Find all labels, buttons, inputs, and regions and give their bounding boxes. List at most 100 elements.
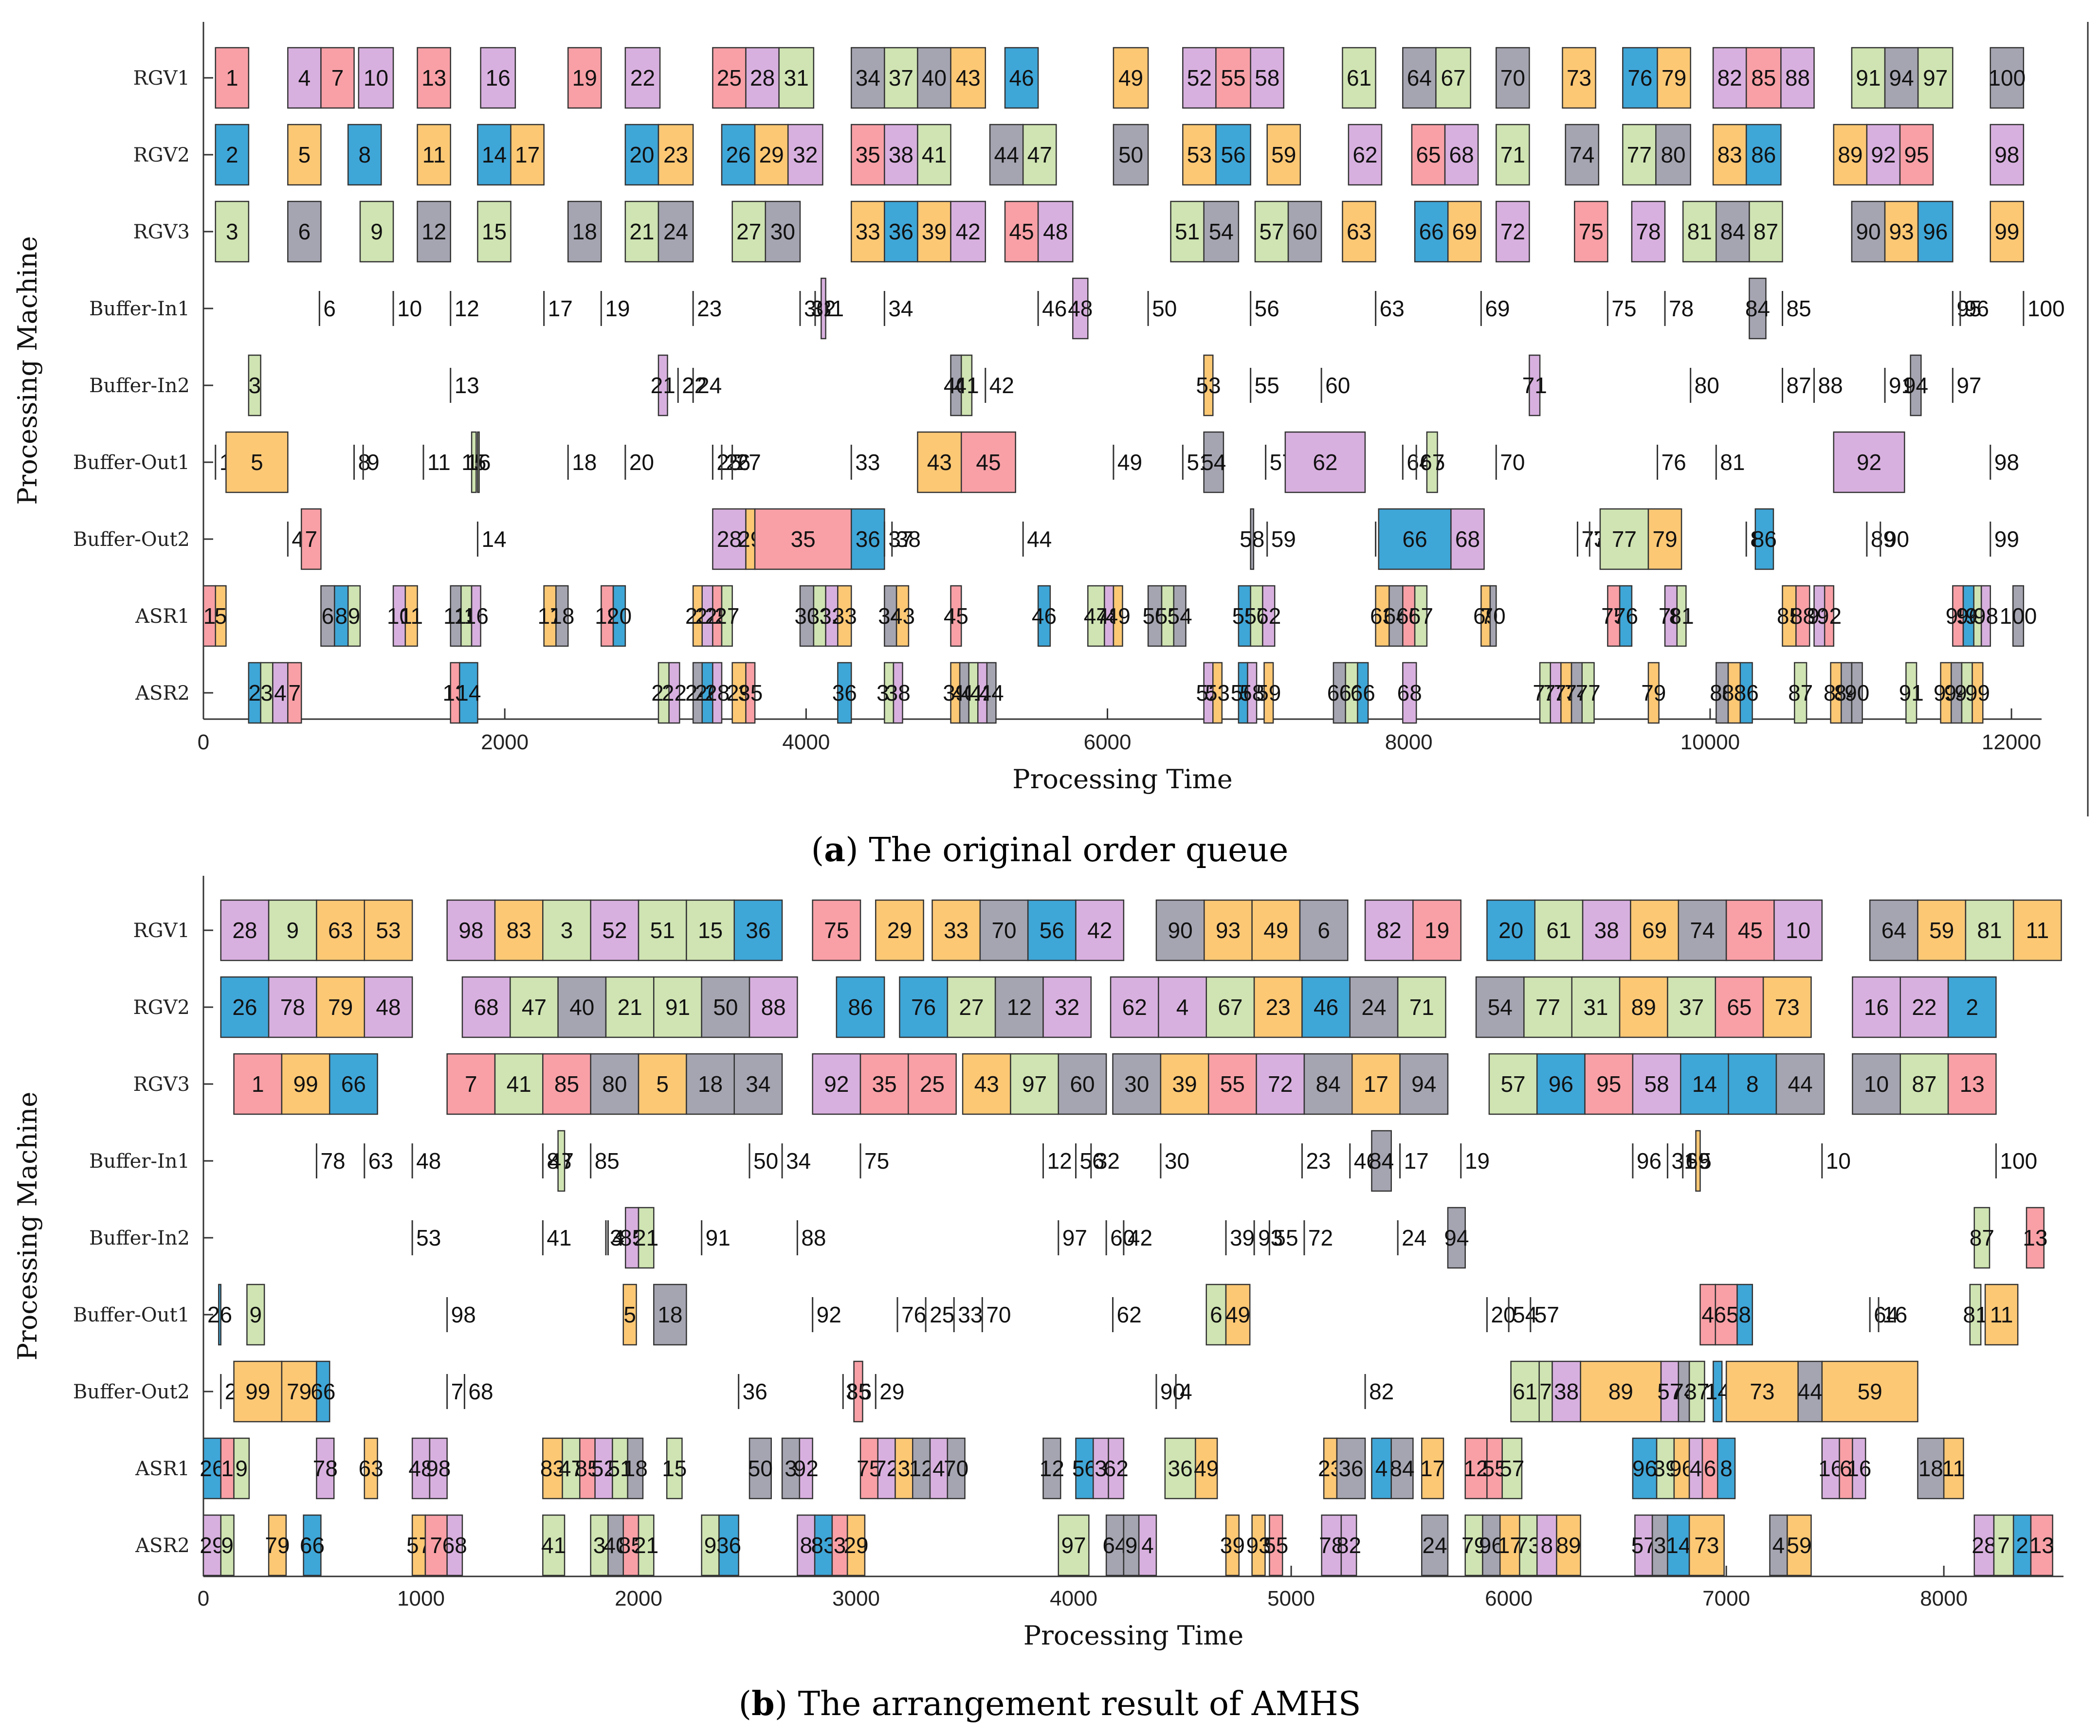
task-label: 99 [1965,680,1990,705]
task-label: 63 [359,1456,383,1481]
task-label: 19 [605,296,630,321]
task-bar [542,1053,591,1115]
task-bar [1536,1053,1586,1115]
task-label: 68 [1449,142,1474,167]
task-label: 84 [1315,1071,1340,1097]
task-bar [1688,1360,1705,1423]
task-label: 59 [1929,918,1954,943]
task-label: 53 [1187,142,1212,167]
task-label: 85 [1751,65,1776,90]
task-label: 88 [1785,65,1810,90]
task-bar [745,662,756,724]
task-label: 81 [1720,450,1745,475]
task-label: 23 [1306,1148,1331,1174]
machine-label: Buffer-In2 [89,375,190,397]
task-label: 32 [1055,995,1079,1020]
task-bar [1851,200,1886,263]
task-label: 88 [1790,603,1815,629]
task-label: 49 [1263,918,1288,943]
task-bar [1345,662,1358,724]
task-bar [202,585,217,647]
task-label: 27 [736,450,761,475]
task-label: 37 [1684,1379,1709,1404]
task-bar [248,354,261,416]
task-bar [979,899,1029,961]
task-bar [1581,662,1595,724]
task-label: 96 [1549,1071,1573,1097]
task-label: 16 [486,65,511,90]
task-bar [459,662,478,724]
task-bar [1225,1284,1251,1346]
task-bar [754,124,789,186]
task-bar [404,585,418,647]
task-label: 49 [1225,1302,1250,1327]
task-label: 91 [1899,680,1924,705]
task-label: 84 [1389,1456,1414,1481]
task-bar [989,124,1024,186]
task-bar [1489,585,1497,647]
task-label: 47 [549,1148,574,1174]
task-label: 94 [1889,65,1914,90]
task-label: 27 [959,995,984,1020]
machine-label: ASR1 [135,605,190,628]
task-bar [1371,1130,1392,1192]
task-bar [477,124,511,186]
task-bar [1973,1207,1990,1269]
task-label: 10 [1864,1071,1889,1097]
task-label: 99 [293,1071,318,1097]
task-label: 36 [743,1379,767,1404]
task-label: 97 [1061,1533,1086,1558]
task-label: 54 [1488,995,1513,1020]
task-label: 75 [864,1148,889,1174]
x-tick-label: 0 [198,730,209,754]
task-label: 41 [507,1071,531,1097]
task-label: 98 [458,918,483,943]
task-bar [1899,1053,1949,1115]
task-bar [1155,899,1205,961]
task-bar [605,976,655,1038]
task-label: 11 [1942,1456,1965,1481]
task-bar [893,662,903,724]
task-label: 28 [750,65,775,90]
task-bar [884,585,897,647]
task-label: 98 [426,1456,451,1481]
task-bar [1660,1360,1680,1423]
task-bar [1655,124,1691,186]
x-tick-label: 4000 [1050,1587,1097,1610]
task-label: 25 [717,65,742,90]
task-bar [567,47,602,109]
task-label: 4 [1375,1456,1388,1481]
task-bar [1965,899,2014,961]
task-label: 79 [287,1379,311,1404]
task-label: 36 [856,526,880,552]
x-tick-label: 0 [198,1587,209,1610]
task-label: 1 [203,603,216,629]
task-bar [1421,1514,1449,1576]
task-bar [364,899,413,961]
task-label: 59 [1858,1379,1882,1404]
task-label: 70 [1500,450,1525,475]
task-bar [1574,200,1608,263]
task-bar [1947,1053,1997,1115]
task-label: 74 [1570,142,1594,167]
task-bar [1582,899,1631,961]
task-label: 64 [1881,918,1906,943]
task-bar [1037,200,1074,263]
task-bar [287,662,302,724]
task-bar [612,585,626,647]
task-bar [1990,124,2025,186]
task-bar [1426,431,1438,493]
task-label: 3 [260,680,273,705]
task-label: 79 [265,1533,290,1558]
task-bar [1501,1437,1523,1500]
task-label: 45 [976,450,1001,475]
task-label: 3 [834,1533,846,1558]
task-bar [1263,662,1274,724]
task-label: 30 [1124,1071,1149,1097]
task-bar [1158,976,1207,1038]
task-label: 3 [226,219,238,244]
task-bar [701,976,750,1038]
task-label: 73 [1694,1533,1719,1558]
task-bar [1993,1514,2014,1576]
task-bar [1699,1284,1717,1346]
